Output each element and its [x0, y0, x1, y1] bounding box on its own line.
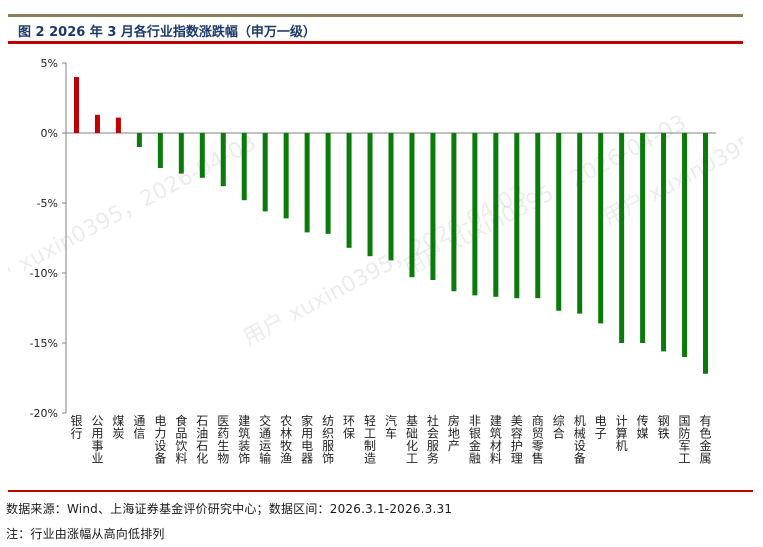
y-tick-label: -20% — [30, 407, 58, 420]
y-tick-label: 0% — [41, 127, 58, 140]
bar — [451, 133, 457, 292]
watermark-text: 用户 xuxin0395，2026-04-03 — [239, 180, 531, 351]
x-tick-label: 农林牧渔 — [280, 414, 292, 466]
bar — [115, 117, 121, 133]
bar — [535, 133, 541, 299]
x-tick-label: 国防军工 — [679, 414, 691, 466]
bar — [220, 133, 226, 187]
bar — [682, 133, 688, 357]
bar — [430, 133, 436, 280]
x-tick-label: 煤炭 — [112, 414, 124, 441]
title-rule — [8, 41, 743, 44]
x-tick-label: 社会服务 — [427, 413, 439, 466]
bar — [367, 133, 373, 257]
x-tick-label: 医药生物 — [217, 414, 229, 466]
bar — [640, 133, 646, 343]
bar — [73, 77, 79, 133]
x-tick-label: 通信 — [133, 414, 145, 441]
bar — [661, 133, 667, 352]
remark-note: 注：行业由涨幅从高向低排列 — [6, 527, 165, 541]
y-tick-label: -10% — [30, 267, 58, 280]
top-rule — [8, 14, 743, 17]
source-note: 数据来源：Wind、上海证券基金评价研究中心；数据区间：2026.3.1-202… — [6, 502, 453, 516]
x-tick-label: 电力设备 — [154, 414, 166, 466]
x-tick-label: 公用事业 — [91, 414, 103, 466]
x-tick-label: 综合 — [553, 414, 565, 441]
x-tick-label: 银行 — [70, 414, 82, 441]
bar — [619, 133, 625, 343]
bar — [409, 133, 415, 278]
y-tick-label: 5% — [41, 57, 58, 70]
x-tick-label: 电子 — [595, 414, 607, 441]
x-tick-label: 有色金属 — [700, 414, 712, 466]
bar — [304, 133, 310, 233]
label-layer: 银行公用事业煤炭通信电力设备食品饮料石油石化医药生物建筑装饰交通运输农林牧渔家用… — [70, 413, 711, 466]
x-tick-label: 轻工制造 — [364, 414, 376, 466]
bar — [388, 133, 394, 261]
bar — [325, 133, 331, 234]
x-tick-label: 非银金融 — [469, 414, 481, 466]
x-tick-label: 家用电器 — [301, 413, 313, 466]
x-tick-label: 建筑材料 — [490, 414, 502, 466]
x-tick-label: 美容护理 — [511, 414, 523, 466]
bar — [157, 133, 163, 168]
axis-layer: 5% 0% -5% -10% -15% -20% — [30, 57, 716, 420]
bar — [472, 133, 478, 296]
bar — [94, 114, 100, 133]
x-tick-label: 食品饮料 — [175, 413, 187, 466]
title-row: 图 2 2026 年 3 月各行业指数涨跌幅（申万一级） — [8, 19, 743, 41]
bar — [598, 133, 604, 324]
bar — [199, 133, 205, 178]
bar-layer — [73, 77, 709, 374]
y-tick-label: -15% — [30, 337, 58, 350]
y-tick-label: -5% — [37, 197, 58, 210]
x-tick-label: 环保 — [343, 414, 355, 441]
x-tick-label: 汽车 — [385, 413, 397, 441]
x-tick-label: 纺织服饰 — [322, 414, 334, 466]
bar — [556, 133, 562, 311]
x-tick-label: 机械设备 — [574, 414, 586, 466]
x-tick-label: 商贸零售 — [532, 413, 544, 466]
bar — [241, 133, 247, 201]
figure-title: 图 2 2026 年 3 月各行业指数涨跌幅（申万一级） — [18, 25, 316, 40]
x-tick-label: 房地产 — [448, 413, 460, 453]
bar — [514, 133, 520, 299]
bar — [136, 133, 142, 147]
bar — [346, 133, 352, 248]
bar — [493, 133, 499, 297]
x-tick-label: 计算机 — [616, 414, 628, 453]
bar — [283, 133, 289, 219]
bar — [703, 133, 709, 374]
x-tick-label: 交通运输 — [259, 413, 271, 466]
bar — [178, 133, 184, 174]
x-tick-label: 传媒 — [637, 413, 649, 441]
bottom-rule — [8, 490, 753, 492]
x-tick-label: 钢铁 — [658, 414, 670, 441]
x-tick-label: 石油石化 — [196, 414, 208, 466]
chart-area: 用户 xuxin0395，2026-04-03 用户 xuxin0395，2026… — [0, 46, 763, 486]
bar — [577, 133, 583, 314]
bar — [262, 133, 268, 212]
x-tick-label: 建筑装饰 — [238, 414, 250, 466]
x-tick-label: 基础化工 — [406, 414, 418, 466]
